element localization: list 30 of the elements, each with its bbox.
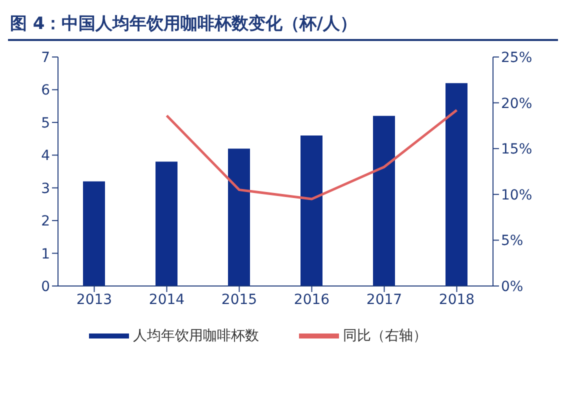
bar xyxy=(228,148,250,286)
bar xyxy=(83,181,105,286)
y2-tick-label: 0% xyxy=(501,278,524,295)
y2-tick-label: 15% xyxy=(501,142,532,158)
y-tick-label: 0 xyxy=(41,278,50,295)
y-tick-label: 2 xyxy=(41,214,50,230)
x-tick-label: 2017 xyxy=(366,292,402,308)
y-tick-label: 6 xyxy=(41,82,50,99)
bar xyxy=(156,162,178,286)
bar xyxy=(300,136,322,286)
x-tick-label: 2015 xyxy=(221,292,258,308)
y-tick-label: 1 xyxy=(41,246,50,262)
y-tick-label: 4 xyxy=(41,148,50,164)
legend-label: 同比（右轴） xyxy=(343,328,427,344)
y-tick-label: 3 xyxy=(41,180,50,197)
y2-tick-label: 25% xyxy=(501,50,532,66)
x-tick-label: 2018 xyxy=(438,292,475,308)
y2-tick-label: 20% xyxy=(501,96,532,112)
y-tick-label: 5 xyxy=(41,115,50,132)
bar xyxy=(446,83,468,286)
line-series xyxy=(166,108,458,200)
y2-tick-label: 10% xyxy=(501,187,532,204)
chart-title: 图 4：中国人均年饮用咖啡杯数变化（杯/人） xyxy=(8,8,558,41)
bar xyxy=(373,116,395,286)
legend-label: 人均年饮用咖啡杯数 xyxy=(133,328,259,344)
x-tick-label: 2014 xyxy=(148,292,185,308)
y2-tick-label: 5% xyxy=(501,233,524,250)
x-tick-label: 2016 xyxy=(294,292,330,308)
x-tick-label: 2013 xyxy=(76,292,112,308)
y-tick-label: 7 xyxy=(41,50,50,66)
